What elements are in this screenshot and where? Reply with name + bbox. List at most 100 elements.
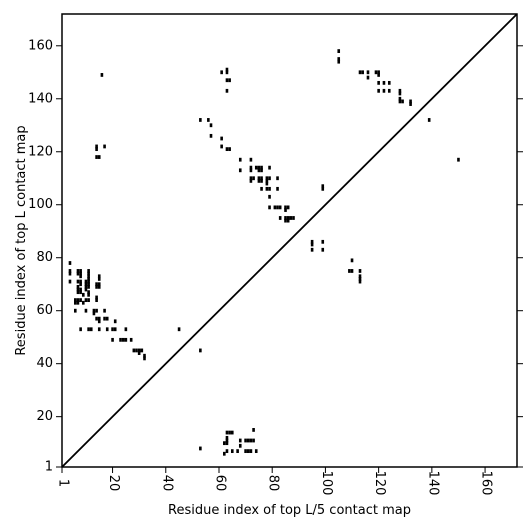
contact-point (89, 327, 93, 332)
contact-point (249, 449, 253, 454)
x-tick-label: 100 (319, 471, 334, 496)
contact-point (387, 88, 391, 93)
contact-point (79, 287, 82, 292)
y-tick-label: 1 (45, 460, 53, 475)
contact-point (95, 298, 98, 303)
contact-point (113, 327, 117, 332)
contact-point (268, 194, 271, 199)
contact-point (409, 99, 412, 104)
contact-point (358, 277, 362, 281)
contact-point (377, 70, 380, 75)
contact-point (113, 319, 117, 324)
contact-point (387, 80, 391, 85)
contact-point (361, 70, 364, 75)
contact-point (350, 269, 354, 273)
contact-point (382, 88, 386, 93)
contact-point (79, 274, 82, 279)
contact-point (87, 282, 90, 287)
contact-point (111, 337, 114, 342)
contact-point (225, 67, 229, 72)
contact-point (252, 176, 255, 181)
contact-point (68, 279, 72, 284)
contact-point (124, 337, 128, 342)
contact-point (95, 144, 98, 149)
y-tick-label: 140 (28, 91, 53, 106)
contact-point (427, 118, 431, 122)
contact-point (81, 300, 85, 305)
contact-point (124, 327, 128, 332)
contact-point (249, 438, 253, 443)
contact-point (87, 292, 90, 297)
contact-point (260, 165, 263, 170)
contact-point (268, 176, 271, 181)
x-tick-label: 140 (425, 471, 440, 496)
contact-point (260, 168, 263, 173)
contact-point (284, 208, 287, 212)
contact-point (76, 300, 80, 305)
contact-point (265, 181, 269, 186)
contact-point (276, 176, 279, 181)
contact-point (79, 290, 82, 295)
contact-point (252, 438, 255, 443)
contact-point (358, 269, 362, 273)
x-tick-label: 20 (106, 475, 121, 492)
y-axis-label: Residue index of top L contact map (14, 125, 29, 355)
contact-point (95, 308, 98, 313)
contact-point (273, 205, 277, 210)
contact-point (95, 284, 98, 289)
contact-point (79, 327, 82, 332)
contact-point (377, 88, 380, 93)
y-tick-label: 60 (36, 303, 53, 318)
contact-point (95, 282, 98, 287)
contact-point (225, 70, 229, 75)
x-tick-label: 160 (479, 471, 494, 496)
contact-point (143, 353, 146, 358)
contact-point (236, 449, 239, 454)
contact-point (398, 88, 402, 93)
contact-point (97, 282, 101, 287)
contact-point (377, 80, 380, 85)
contact-point (228, 147, 231, 152)
contact-point (276, 186, 279, 191)
contact-point (225, 147, 229, 152)
contact-point (74, 298, 77, 303)
contact-point (207, 118, 210, 122)
contact-point (209, 133, 213, 138)
contact-point (76, 284, 80, 289)
contact-point (87, 274, 90, 279)
x-tick-label: 120 (372, 471, 387, 496)
contact-point (68, 271, 72, 276)
contact-point (268, 205, 271, 210)
contact-point (348, 269, 351, 273)
contact-point (310, 242, 314, 247)
contact-point (225, 441, 229, 446)
contact-point (284, 205, 287, 210)
contact-point (84, 298, 88, 303)
contact-point (87, 298, 90, 303)
contact-point (278, 216, 282, 220)
contact-point (84, 287, 88, 292)
contact-point (398, 91, 402, 96)
contact-point (257, 168, 261, 173)
contact-point (238, 438, 242, 443)
contact-point (284, 218, 287, 223)
contact-point (103, 144, 106, 149)
contact-point (97, 155, 101, 159)
contact-point (321, 247, 325, 252)
contact-point (95, 155, 98, 159)
contact-point (209, 123, 213, 128)
contact-point (257, 178, 261, 183)
contact-point (401, 99, 404, 104)
contact-point (68, 261, 72, 265)
contact-point (268, 186, 271, 191)
contact-point (199, 348, 202, 353)
contact-point (366, 70, 370, 75)
contact-point (103, 316, 106, 321)
contact-point (74, 308, 77, 313)
contact-point (121, 337, 125, 342)
contact-point (87, 290, 90, 295)
contact-point (68, 269, 72, 273)
contact-point (244, 438, 247, 443)
contact-point (265, 178, 269, 183)
contact-point (310, 247, 314, 252)
